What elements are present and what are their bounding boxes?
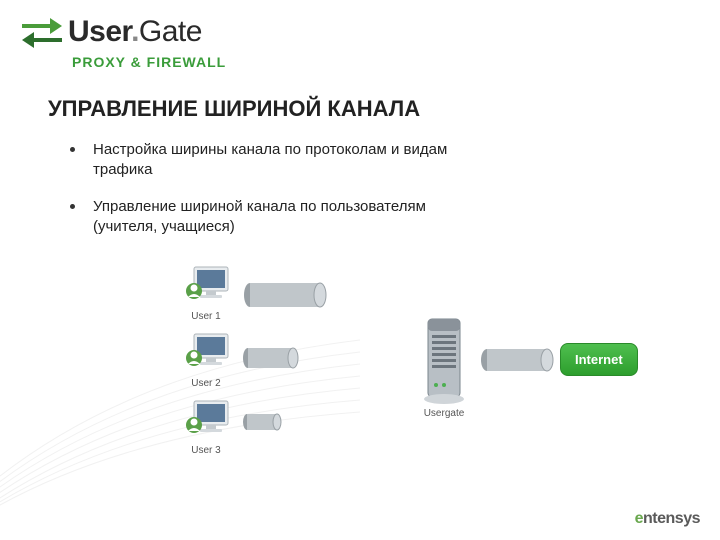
- brand-header: User.Gate: [0, 0, 720, 60]
- logo-arrows-icon: [20, 12, 64, 52]
- bullet-dot-icon: [70, 147, 75, 152]
- brand-subtitle: PROXY & FIREWALL: [72, 54, 226, 70]
- brand-name: User.Gate: [68, 15, 202, 49]
- server-icon: [420, 315, 468, 405]
- user-block-2: User 2: [180, 332, 232, 389]
- bullet-text: Управление шириной канала по пользовател…: [93, 197, 450, 238]
- server-block: Usergate: [420, 315, 468, 419]
- footer-logo: entensys: [635, 510, 700, 528]
- bullet-item: Управление шириной канала по пользовател…: [70, 197, 450, 238]
- user-monitor-icon: [180, 332, 232, 376]
- brand-part1: User: [68, 15, 131, 48]
- pipe-icon: [242, 413, 292, 431]
- user-label: User 3: [191, 445, 220, 456]
- pipe-icon: [480, 347, 558, 373]
- footer-part2: ntensys: [643, 510, 700, 527]
- bullet-list: Настройка ширины канала по протоколам и …: [70, 140, 450, 237]
- bullet-text: Настройка ширины канала по протоколам и …: [93, 140, 450, 181]
- server-label: Usergate: [424, 408, 465, 419]
- brand-subtitle-row: PROXY & FIREWALL: [0, 54, 720, 72]
- bullet-item: Настройка ширины канала по протоколам и …: [70, 140, 450, 181]
- footer-part1: e: [635, 510, 643, 527]
- bullet-dot-icon: [70, 204, 75, 209]
- pipe-icon: [242, 281, 332, 309]
- internet-badge: Internet: [560, 343, 638, 376]
- user-label: User 1: [191, 311, 220, 322]
- user-block-3: User 3: [180, 399, 232, 456]
- user-label: User 2: [191, 378, 220, 389]
- user-monitor-icon: [180, 399, 232, 443]
- bandwidth-diagram: User 1 User 2: [180, 265, 660, 485]
- user-column: User 1 User 2: [180, 265, 232, 456]
- page-heading: УПРАВЛЕНИЕ ШИРИНОЙ КАНАЛА: [48, 96, 720, 122]
- pipe-icon: [242, 347, 310, 369]
- brand-part2: Gate: [139, 15, 202, 48]
- user-monitor-icon: [180, 265, 232, 309]
- user-block-1: User 1: [180, 265, 232, 322]
